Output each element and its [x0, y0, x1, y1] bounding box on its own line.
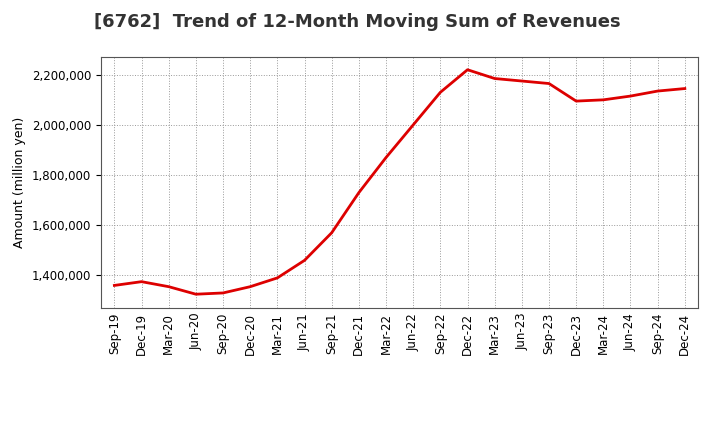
Text: [6762]  Trend of 12-Month Moving Sum of Revenues: [6762] Trend of 12-Month Moving Sum of R… — [94, 13, 620, 31]
Y-axis label: Amount (million yen): Amount (million yen) — [13, 117, 26, 248]
